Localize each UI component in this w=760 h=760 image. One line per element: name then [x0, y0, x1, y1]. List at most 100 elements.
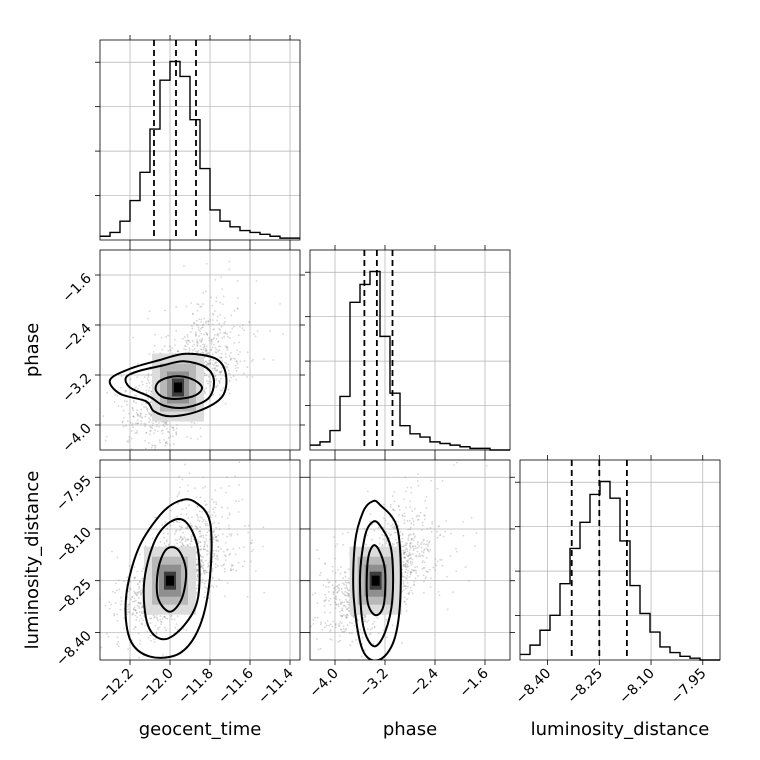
scatter-point	[140, 420, 143, 422]
scatter-point	[176, 628, 179, 631]
scatter-point	[140, 415, 143, 418]
scatter-point	[405, 610, 408, 612]
histogram-step-geocent_time	[100, 60, 300, 239]
scatter-point	[202, 548, 205, 550]
x-tick-label: −1.6	[456, 665, 491, 700]
scatter-point	[203, 333, 205, 336]
scatter-point	[174, 626, 177, 629]
scatter-point	[343, 687, 345, 689]
scatter-point	[212, 530, 215, 533]
scatter-point	[105, 435, 108, 438]
scatter-point	[175, 433, 178, 436]
scatter-point	[211, 514, 214, 517]
x-axis-label-phase: phase	[383, 719, 437, 740]
scatter-point	[209, 359, 212, 361]
scatter-point	[344, 594, 346, 597]
scatter-point	[92, 407, 94, 409]
scatter-point	[130, 424, 133, 426]
scatter-point	[141, 606, 144, 608]
scatter-point	[215, 501, 217, 503]
scatter-point	[129, 598, 132, 601]
scatter-point	[237, 500, 240, 503]
scatter-point	[381, 543, 384, 546]
scatter-point	[129, 588, 132, 591]
scatter-point	[278, 607, 280, 609]
scatter-point	[455, 547, 457, 550]
scatter-point	[243, 359, 246, 362]
scatter-point	[396, 545, 399, 548]
scatter-point	[135, 611, 138, 614]
scatter-point	[405, 566, 408, 568]
scatter-point	[209, 362, 211, 365]
scatter-point	[333, 536, 335, 539]
scatter-point	[411, 546, 414, 548]
scatter-point	[200, 341, 203, 343]
scatter-point	[344, 575, 347, 578]
scatter-point	[205, 360, 208, 363]
scatter-point	[199, 530, 201, 533]
scatter-point	[131, 596, 134, 599]
scatter-point	[177, 350, 180, 352]
scatter-point	[58, 633, 60, 635]
scatter-point	[339, 614, 342, 617]
scatter-point	[214, 536, 217, 538]
scatter-point	[136, 376, 138, 379]
scatter-point	[138, 553, 141, 556]
scatter-point	[212, 343, 215, 346]
scatter-point	[410, 571, 412, 574]
scatter-point	[455, 461, 458, 464]
scatter-point	[138, 664, 140, 666]
scatter-point	[183, 345, 186, 347]
scatter-point	[422, 551, 425, 554]
scatter-point	[139, 643, 141, 645]
scatter-point	[149, 634, 152, 637]
y-tick-label: −8.10	[53, 524, 95, 566]
x-tick-label: −3.2	[356, 666, 391, 701]
scatter-point	[226, 365, 228, 368]
scatter-point	[351, 640, 354, 643]
scatter-point	[139, 593, 142, 596]
scatter-point	[391, 545, 394, 548]
scatter-point	[153, 429, 156, 431]
scatter-point	[137, 592, 139, 594]
scatter-point	[181, 544, 184, 547]
scatter-point	[401, 590, 404, 593]
scatter-point	[229, 357, 232, 360]
scatter-point	[108, 607, 111, 610]
scatter-point	[220, 371, 223, 374]
scatter-point	[211, 340, 213, 343]
scatter-point	[243, 329, 246, 332]
scatter-point	[146, 385, 148, 388]
scatter-point	[145, 406, 148, 409]
scatter-point	[201, 324, 204, 327]
scatter-point	[337, 624, 340, 627]
scatter-point	[136, 362, 139, 365]
scatter-point	[404, 544, 407, 546]
scatter-point	[132, 426, 134, 429]
scatter-point	[211, 570, 214, 573]
scatter-point	[220, 325, 223, 328]
scatter-point	[406, 598, 409, 601]
scatter-point	[165, 421, 167, 424]
scatter-point	[207, 382, 209, 385]
scatter-point	[401, 515, 404, 517]
scatter-point	[207, 511, 210, 513]
scatter-point	[178, 529, 181, 532]
scatter-point	[341, 591, 343, 593]
scatter-point	[402, 564, 404, 567]
scatter-point	[198, 530, 200, 533]
scatter-point	[241, 324, 244, 326]
scatter-point	[136, 570, 139, 573]
scatter-point	[200, 565, 202, 568]
scatter-point	[212, 393, 215, 396]
scatter-point	[402, 561, 405, 563]
scatter-point	[347, 581, 350, 584]
scatter-point	[215, 351, 218, 354]
scatter-point	[140, 592, 143, 595]
scatter-point	[202, 346, 205, 349]
scatter-point	[323, 611, 326, 614]
scatter-point	[347, 592, 350, 595]
scatter-point	[202, 564, 205, 567]
scatter-point	[195, 563, 198, 566]
